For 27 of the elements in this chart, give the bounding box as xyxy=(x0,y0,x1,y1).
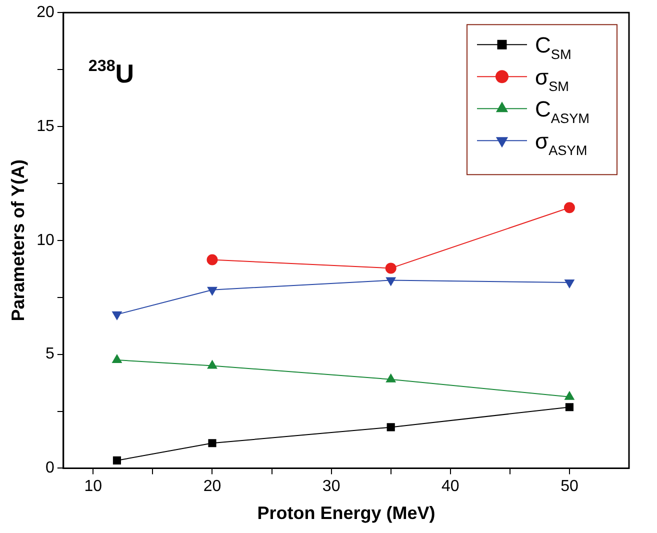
y-tick-label: 10 xyxy=(36,232,54,249)
point xyxy=(112,456,122,464)
point xyxy=(386,423,395,432)
x-axis-title: Proton Energy (MeV) xyxy=(257,503,436,524)
x-tick-label: 30 xyxy=(322,478,340,496)
point xyxy=(564,280,574,288)
point xyxy=(207,286,218,296)
y-tick-label: 15 xyxy=(36,118,54,135)
point xyxy=(564,391,574,400)
point xyxy=(112,354,122,363)
point xyxy=(565,403,574,412)
x-tick-label: 20 xyxy=(203,478,222,496)
point xyxy=(386,374,396,382)
y-tick-label: 0 xyxy=(45,460,54,477)
point xyxy=(385,262,396,274)
x-tick-label: 50 xyxy=(560,478,578,496)
point xyxy=(112,311,122,320)
y-axis-title: Parameters of Y(A) xyxy=(8,160,28,322)
point xyxy=(206,254,218,266)
point xyxy=(386,277,396,286)
y-tick-label: 5 xyxy=(45,346,54,363)
x-tick-label: 10 xyxy=(84,478,102,496)
point xyxy=(564,202,575,214)
x-tick-label: 40 xyxy=(441,478,460,496)
point xyxy=(208,439,216,448)
point xyxy=(207,360,218,369)
y-tick-label: 20 xyxy=(36,4,54,22)
